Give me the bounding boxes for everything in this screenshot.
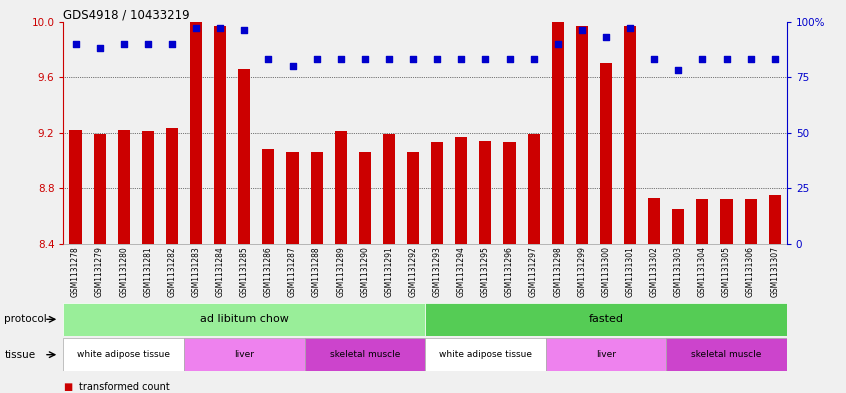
Point — [768, 56, 782, 62]
Bar — [769, 195, 781, 244]
Bar — [528, 134, 540, 244]
Bar — [190, 22, 202, 244]
Point — [720, 56, 733, 62]
Point — [599, 34, 613, 40]
Bar — [305, 338, 425, 371]
Bar — [184, 338, 305, 371]
Bar — [721, 199, 733, 244]
Bar — [744, 199, 756, 244]
Text: white adipose tissue: white adipose tissue — [439, 350, 532, 359]
Text: skeletal muscle: skeletal muscle — [330, 350, 400, 359]
Bar — [239, 69, 250, 244]
Text: transformed count: transformed count — [79, 382, 169, 392]
Bar — [94, 134, 106, 244]
Point — [213, 25, 227, 31]
Text: white adipose tissue: white adipose tissue — [77, 350, 170, 359]
Point — [431, 56, 444, 62]
Point — [454, 56, 468, 62]
Point — [527, 56, 541, 62]
Point — [286, 63, 299, 69]
Point — [744, 56, 757, 62]
Bar — [552, 22, 563, 244]
Bar — [696, 199, 708, 244]
Bar — [667, 338, 787, 371]
Bar — [118, 130, 129, 244]
Bar — [407, 152, 419, 244]
Bar — [624, 26, 636, 244]
Text: skeletal muscle: skeletal muscle — [691, 350, 761, 359]
Point — [382, 56, 396, 62]
Bar — [142, 131, 154, 244]
Bar — [503, 142, 515, 244]
Text: tissue: tissue — [4, 350, 36, 360]
Text: ■: ■ — [63, 382, 73, 392]
Point — [93, 45, 107, 51]
Text: ad libitum chow: ad libitum chow — [200, 314, 288, 324]
Point — [624, 25, 637, 31]
Bar — [673, 209, 684, 244]
Bar — [63, 303, 425, 336]
Bar — [359, 152, 371, 244]
Point — [479, 56, 492, 62]
Bar — [455, 137, 467, 244]
Bar — [576, 26, 588, 244]
Text: liver: liver — [234, 350, 255, 359]
Text: GDS4918 / 10433219: GDS4918 / 10433219 — [63, 9, 190, 22]
Point — [310, 56, 323, 62]
Point — [141, 40, 155, 47]
Point — [647, 56, 661, 62]
Point — [672, 67, 685, 73]
Point — [551, 40, 564, 47]
Bar — [63, 338, 184, 371]
Bar — [426, 303, 787, 336]
Bar — [214, 26, 226, 244]
Bar — [166, 129, 178, 244]
Point — [261, 56, 275, 62]
Point — [165, 40, 179, 47]
Text: protocol: protocol — [4, 314, 47, 324]
Point — [334, 56, 348, 62]
Bar — [426, 338, 546, 371]
Point — [406, 56, 420, 62]
Point — [503, 56, 516, 62]
Point — [117, 40, 130, 47]
Bar — [262, 149, 274, 244]
Bar — [431, 142, 443, 244]
Point — [69, 40, 82, 47]
Point — [190, 25, 203, 31]
Point — [238, 28, 251, 34]
Bar — [648, 198, 660, 244]
Bar — [69, 130, 81, 244]
Text: liver: liver — [596, 350, 616, 359]
Bar — [287, 152, 299, 244]
Point — [358, 56, 371, 62]
Bar — [480, 141, 492, 244]
Point — [575, 28, 589, 34]
Bar — [546, 338, 667, 371]
Text: fasted: fasted — [589, 314, 624, 324]
Bar — [310, 152, 322, 244]
Point — [695, 56, 709, 62]
Bar — [600, 63, 612, 244]
Bar — [383, 134, 395, 244]
Bar — [335, 131, 347, 244]
